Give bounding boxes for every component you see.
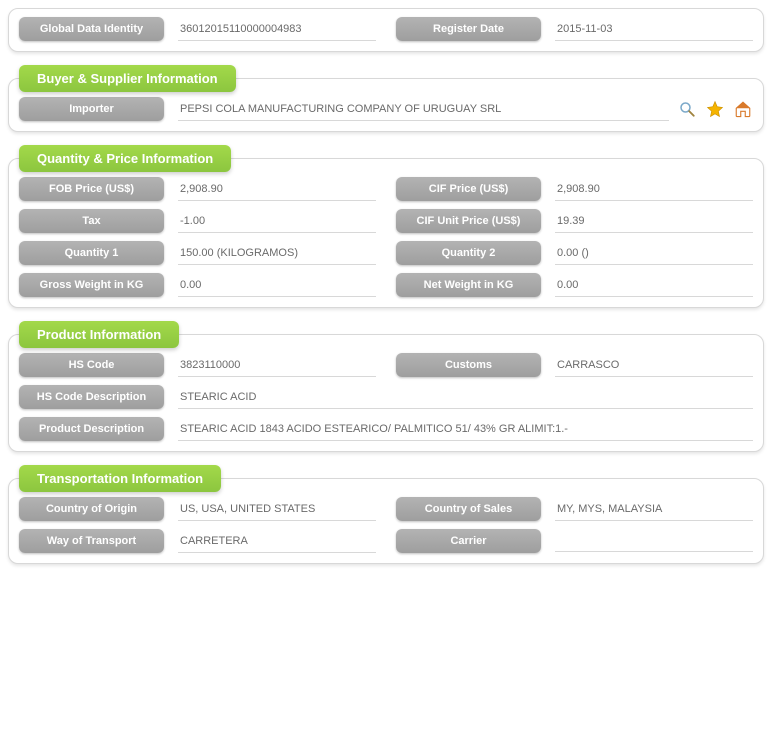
transport-label: Way of Transport: [19, 529, 164, 553]
qty-panel: Quantity & Price Information FOB Price (…: [8, 158, 764, 308]
fob-label: FOB Price (US$): [19, 177, 164, 201]
customs-label: Customs: [396, 353, 541, 377]
importer-value: PEPSI COLA MANUFACTURING COMPANY OF URUG…: [178, 98, 669, 121]
qty2-label: Quantity 2: [396, 241, 541, 265]
sales-label: Country of Sales: [396, 497, 541, 521]
search-icon[interactable]: [677, 99, 697, 119]
carrier-label: Carrier: [396, 529, 541, 553]
prod-desc-label: Product Description: [19, 417, 164, 441]
gross-value: 0.00: [178, 274, 376, 297]
home-icon[interactable]: [733, 99, 753, 119]
register-date-col: Register Date 2015-11-03: [396, 17, 753, 41]
net-label: Net Weight in KG: [396, 273, 541, 297]
importer-row: Importer PEPSI COLA MANUFACTURING COMPAN…: [19, 97, 753, 121]
qty1-label: Quantity 1: [19, 241, 164, 265]
net-value: 0.00: [555, 274, 753, 297]
sales-value: MY, MYS, MALAYSIA: [555, 498, 753, 521]
prod-desc-value: STEARIC ACID 1843 ACIDO ESTEARICO/ PALMI…: [178, 418, 753, 441]
origin-value: US, USA, UNITED STATES: [178, 498, 376, 521]
gross-label: Gross Weight in KG: [19, 273, 164, 297]
top-panel: Global Data Identity 3601201511000000498…: [8, 8, 764, 52]
global-id-label: Global Data Identity: [19, 17, 164, 41]
carrier-value: [555, 530, 753, 552]
fob-value: 2,908.90: [178, 178, 376, 201]
tax-value: -1.00: [178, 210, 376, 233]
transport-value: CARRETERA: [178, 530, 376, 553]
qty1-value: 150.00 (KILOGRAMOS): [178, 242, 376, 265]
global-id-col: Global Data Identity 3601201511000000498…: [19, 17, 376, 41]
tax-label: Tax: [19, 209, 164, 233]
action-icons: [677, 99, 753, 119]
hs-desc-label: HS Code Description: [19, 385, 164, 409]
register-date-value: 2015-11-03: [555, 18, 753, 41]
cif-label: CIF Price (US$): [396, 177, 541, 201]
buyer-panel: Buyer & Supplier Information Importer PE…: [8, 78, 764, 132]
hs-value: 3823110000: [178, 354, 376, 377]
hs-label: HS Code: [19, 353, 164, 377]
global-id-value: 36012015110000004983: [178, 18, 376, 41]
hs-desc-value: STEARIC ACID: [178, 386, 753, 409]
cif-unit-label: CIF Unit Price (US$): [396, 209, 541, 233]
importer-label: Importer: [19, 97, 164, 121]
origin-label: Country of Origin: [19, 497, 164, 521]
cif-unit-value: 19.39: [555, 210, 753, 233]
star-icon[interactable]: [705, 99, 725, 119]
top-row: Global Data Identity 3601201511000000498…: [19, 17, 753, 41]
transport-panel: Transportation Information Country of Or…: [8, 478, 764, 564]
customs-value: CARRASCO: [555, 354, 753, 377]
register-date-label: Register Date: [396, 17, 541, 41]
cif-value: 2,908.90: [555, 178, 753, 201]
buyer-header: Buyer & Supplier Information: [19, 65, 236, 92]
product-panel: Product Information HS Code 3823110000 C…: [8, 334, 764, 452]
qty-header: Quantity & Price Information: [19, 145, 231, 172]
product-header: Product Information: [19, 321, 179, 348]
qty2-value: 0.00 (): [555, 242, 753, 265]
transport-header: Transportation Information: [19, 465, 221, 492]
